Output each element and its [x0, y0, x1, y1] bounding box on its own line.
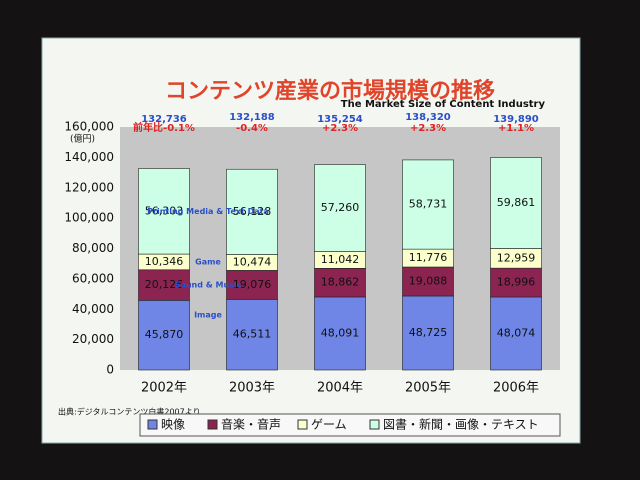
- data-label: 19,076: [233, 278, 272, 291]
- legend-swatch: [207, 419, 218, 430]
- legend-swatch: [147, 419, 158, 430]
- data-label: 58,731: [409, 198, 448, 211]
- growth-label: 前年比-0.1%: [133, 121, 195, 134]
- data-label: 56,303: [145, 204, 184, 217]
- data-label: 18,996: [497, 276, 536, 289]
- growth-label: -0.4%: [236, 123, 268, 134]
- data-label: 57,260: [321, 201, 360, 214]
- data-label: 10,346: [145, 255, 184, 268]
- bar-segment: [226, 299, 278, 371]
- bar-segment: [402, 159, 454, 250]
- growth-label: +2.3%: [410, 123, 446, 134]
- data-label: 11,042: [321, 253, 360, 266]
- growth-label: +1.1%: [498, 123, 534, 134]
- bar-segment: [490, 157, 542, 249]
- y-tick-label: 100,000: [64, 211, 114, 225]
- legend-swatch: [369, 419, 380, 430]
- data-label: 10,474: [233, 255, 272, 268]
- x-tick-label: 2006年: [493, 381, 539, 396]
- bar-segment: [138, 269, 190, 301]
- y-tick-label: 20,000: [72, 332, 114, 346]
- x-tick-label: 2002年: [141, 381, 187, 396]
- total-label: 135,254: [317, 114, 363, 125]
- data-label: 11,776: [409, 251, 448, 264]
- source: 出典:デジタルコンテンツ白書2007より: [58, 407, 201, 417]
- series-label: Printing Media & Text Data: [147, 207, 269, 216]
- bar-segment: [138, 168, 190, 255]
- data-label: 45,870: [145, 328, 184, 341]
- y-tick-label: 40,000: [72, 302, 114, 316]
- data-label: 19,088: [409, 275, 448, 288]
- legend-swatch: [297, 419, 308, 430]
- chart-title: コンテンツ産業の市場規模の推移: [165, 78, 495, 104]
- series-label: Image: [194, 311, 222, 320]
- bar-segment: [138, 300, 190, 371]
- total-label: 139,890: [493, 114, 539, 125]
- y-tick-label: 140,000: [64, 150, 114, 164]
- growth-label: +2.3%: [322, 123, 358, 134]
- total-label: 132,188: [229, 112, 275, 123]
- data-label: 46,511: [233, 328, 272, 341]
- data-label: 48,074: [497, 326, 536, 339]
- series-label: Sound & Music: [175, 281, 242, 290]
- x-tick-label: 2003年: [229, 381, 275, 396]
- bar-segment: [314, 296, 366, 371]
- bar-segment: [402, 295, 454, 371]
- legend-label: 映像: [161, 418, 185, 432]
- y-unit: (億円): [70, 133, 95, 145]
- data-label: 48,725: [409, 326, 448, 339]
- data-label: 59,861: [497, 196, 536, 209]
- data-label: 20,126: [145, 278, 184, 291]
- bar-segment: [314, 268, 366, 298]
- y-tick-label: 120,000: [64, 180, 114, 194]
- y-tick-label: 60,000: [72, 271, 114, 285]
- x-tick-label: 2005年: [405, 381, 451, 396]
- data-label: 18,862: [321, 276, 360, 289]
- bar-segment: [402, 266, 454, 297]
- legend: [139, 413, 561, 437]
- y-tick-label: 160,000: [64, 120, 114, 134]
- legend-label: ゲーム: [311, 418, 347, 432]
- bar-segment: [226, 168, 278, 255]
- data-label: 48,091: [321, 326, 360, 339]
- series-label: Game: [195, 257, 221, 266]
- bar-segment: [226, 270, 278, 300]
- total-label: 138,320: [405, 112, 451, 123]
- bar-segment: [490, 267, 542, 298]
- y-tick-label: 80,000: [72, 241, 114, 255]
- y-tick-label: 0: [106, 363, 114, 377]
- bar-segment: [490, 296, 542, 371]
- bar-segment: [314, 164, 366, 252]
- data-label: 56,128: [233, 205, 272, 218]
- total-label: 132,736: [141, 114, 187, 125]
- x-tick-label: 2004年: [317, 381, 363, 396]
- chart-subtitle: The Market Size of Content Industry: [341, 99, 546, 110]
- data-label: 12,959: [497, 251, 536, 264]
- legend-label: 音楽・音声: [221, 417, 281, 432]
- legend-label: 図書・新聞・画像・テキスト: [383, 417, 539, 432]
